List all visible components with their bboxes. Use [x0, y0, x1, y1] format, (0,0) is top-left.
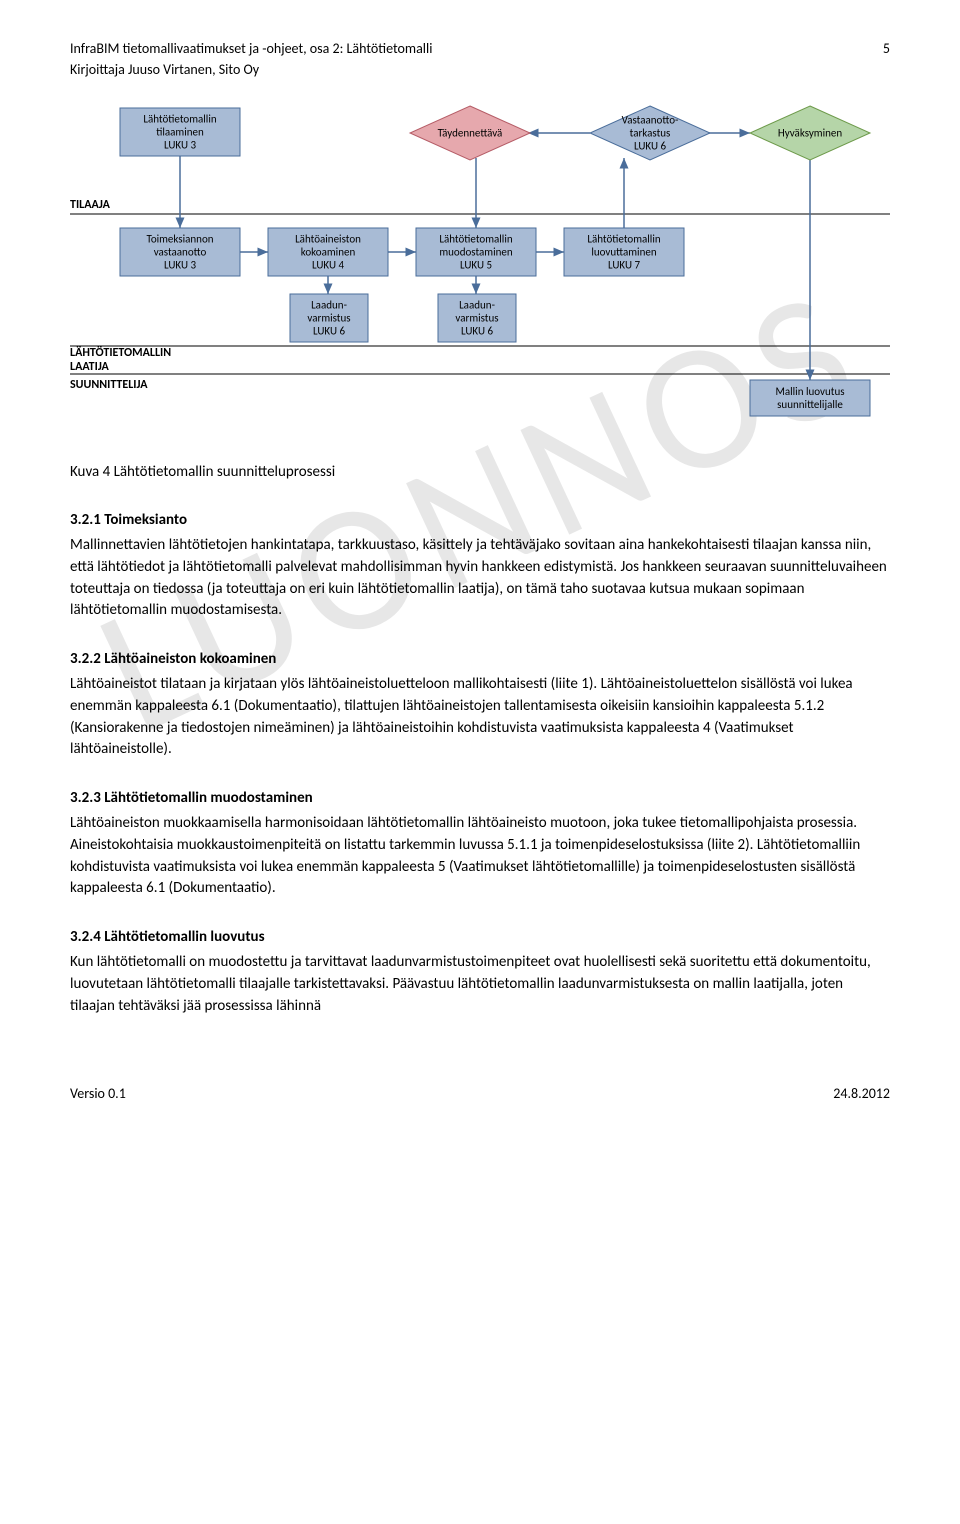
- svg-text:LUKU 6: LUKU 6: [461, 325, 494, 338]
- header-row: InfraBIM tietomallivaatimukset ja -ohjee…: [70, 40, 890, 57]
- svg-text:Mallin luovutus: Mallin luovutus: [775, 385, 844, 398]
- section-body: Mallinnettavien lähtötietojen hankintata…: [70, 535, 890, 622]
- section-heading: 3.2.1 Toimeksianto: [70, 511, 890, 529]
- figure-caption: Kuva 4 Lähtötietomallin suunnitteluprose…: [70, 463, 890, 481]
- svg-text:TILAAJA: TILAAJA: [70, 198, 111, 212]
- footer-version: Versio 0.1: [70, 1085, 126, 1102]
- header-author: Kirjoittaja Juuso Virtanen, Sito Oy: [70, 61, 890, 78]
- page-content: InfraBIM tietomallivaatimukset ja -ohjee…: [0, 0, 960, 1075]
- svg-text:Lähtötietomallin: Lähtötietomallin: [143, 113, 216, 126]
- section-body: Lähtöaineiston muokkaamisella harmonisoi…: [70, 813, 890, 900]
- svg-text:Laadun-: Laadun-: [459, 299, 495, 312]
- svg-text:varmistus: varmistus: [455, 312, 498, 325]
- section-heading: 3.2.3 Lähtötietomallin muodostaminen: [70, 789, 890, 807]
- svg-text:Täydennettävä: Täydennettävä: [438, 127, 503, 140]
- svg-text:Laadun-: Laadun-: [311, 299, 347, 312]
- svg-text:muodostaminen: muodostaminen: [439, 246, 513, 259]
- svg-text:Lähtötietomallin: Lähtötietomallin: [587, 233, 660, 246]
- svg-text:Lähtötietomallin: Lähtötietomallin: [439, 233, 512, 246]
- svg-text:vastaanotto: vastaanotto: [154, 246, 207, 259]
- svg-text:Toimeksiannon: Toimeksiannon: [146, 233, 213, 246]
- svg-text:LUKU 6: LUKU 6: [634, 140, 667, 153]
- svg-text:LUKU 7: LUKU 7: [608, 259, 641, 272]
- sections-container: 3.2.1 Toimeksianto Mallinnettavien lähtöt…: [70, 511, 890, 1017]
- svg-text:SUUNNITTELIJA: SUUNNITTELIJA: [70, 378, 148, 392]
- svg-text:varmistus: varmistus: [307, 312, 350, 325]
- section-heading: 3.2.2 Lähtöaineiston kokoaminen: [70, 650, 890, 668]
- svg-text:LUKU 4: LUKU 4: [312, 259, 345, 272]
- flowchart-svg: TILAAJA LÄHTÖTIETOMALLINLAATIJA SUUNNITTEL…: [70, 98, 890, 428]
- svg-text:suunnittelijalle: suunnittelijalle: [777, 398, 843, 411]
- svg-text:Hyväksyminen: Hyväksyminen: [778, 127, 843, 140]
- svg-text:Lähtöaineiston: Lähtöaineiston: [295, 233, 361, 246]
- svg-text:LUKU 6: LUKU 6: [313, 325, 346, 338]
- svg-text:LUKU 3: LUKU 3: [164, 139, 197, 152]
- section-body: Kun lähtötietomalli on muodostettu ja ta…: [70, 952, 890, 1017]
- svg-text:Vastaanotto-: Vastaanotto-: [622, 114, 679, 127]
- svg-text:LÄHTÖTIETOMALLIN: LÄHTÖTIETOMALLIN: [70, 346, 171, 360]
- svg-text:tarkastus: tarkastus: [630, 127, 671, 140]
- section-heading: 3.2.4 Lähtötietomallin luovutus: [70, 928, 890, 946]
- svg-text:LUKU 3: LUKU 3: [164, 259, 197, 272]
- flowchart: TILAAJA LÄHTÖTIETOMALLINLAATIJA SUUNNITTEL…: [70, 98, 890, 433]
- footer: Versio 0.1 24.8.2012: [0, 1075, 960, 1132]
- header-title: InfraBIM tietomallivaatimukset ja -ohjee…: [70, 40, 432, 57]
- header-page-number: 5: [883, 40, 890, 57]
- svg-text:LAATIJA: LAATIJA: [70, 360, 110, 374]
- svg-text:luovuttaminen: luovuttaminen: [591, 246, 656, 259]
- svg-text:kokoaminen: kokoaminen: [301, 246, 356, 259]
- section-body: Lähtöaineistot tilataan ja kirjataan ylö…: [70, 674, 890, 761]
- footer-date: 24.8.2012: [833, 1085, 890, 1102]
- svg-text:LUKU 5: LUKU 5: [460, 259, 492, 272]
- svg-text:tilaaminen: tilaaminen: [156, 126, 204, 139]
